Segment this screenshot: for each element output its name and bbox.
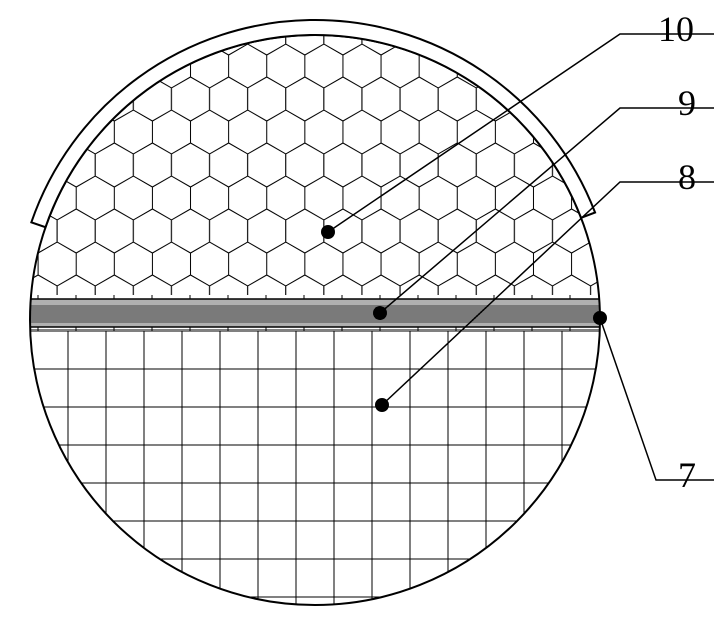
leader-dot-7 <box>593 311 607 325</box>
leader-line-7 <box>600 318 714 480</box>
callout-label-10: 10 <box>658 8 694 50</box>
leader-dot-10 <box>321 225 335 239</box>
callout-label-7: 7 <box>678 454 696 496</box>
honeycomb-layer <box>25 30 605 299</box>
cross-section-diagram <box>0 0 727 633</box>
leader-dot-8 <box>375 398 389 412</box>
mid-band-layer <box>25 295 605 331</box>
callout-label-9: 9 <box>678 82 696 124</box>
callout-label-8: 8 <box>678 156 696 198</box>
leader-dot-9 <box>373 306 387 320</box>
square-grid-layer <box>25 331 605 610</box>
